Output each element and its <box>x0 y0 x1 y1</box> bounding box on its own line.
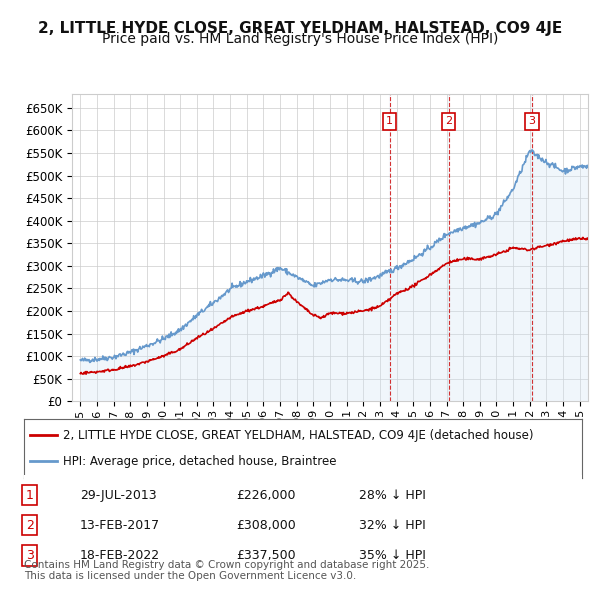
Text: 1: 1 <box>386 116 393 126</box>
Text: 2: 2 <box>445 116 452 126</box>
Text: 2, LITTLE HYDE CLOSE, GREAT YELDHAM, HALSTEAD, CO9 4JE: 2, LITTLE HYDE CLOSE, GREAT YELDHAM, HAL… <box>38 21 562 35</box>
Text: 3: 3 <box>528 116 535 126</box>
Text: 28% ↓ HPI: 28% ↓ HPI <box>359 489 425 502</box>
Text: Price paid vs. HM Land Registry's House Price Index (HPI): Price paid vs. HM Land Registry's House … <box>102 32 498 47</box>
Text: £226,000: £226,000 <box>236 489 296 502</box>
Bar <box>448 94 449 401</box>
Text: 2: 2 <box>26 519 34 532</box>
Bar <box>531 94 533 401</box>
Text: 32% ↓ HPI: 32% ↓ HPI <box>359 519 425 532</box>
Text: 35% ↓ HPI: 35% ↓ HPI <box>359 549 425 562</box>
Text: 29-JUL-2013: 29-JUL-2013 <box>80 489 157 502</box>
Text: 18-FEB-2022: 18-FEB-2022 <box>80 549 160 562</box>
Text: 2, LITTLE HYDE CLOSE, GREAT YELDHAM, HALSTEAD, CO9 4JE (detached house): 2, LITTLE HYDE CLOSE, GREAT YELDHAM, HAL… <box>63 429 533 442</box>
Bar <box>389 94 391 401</box>
Text: Contains HM Land Registry data © Crown copyright and database right 2025.
This d: Contains HM Land Registry data © Crown c… <box>24 559 430 581</box>
Text: 13-FEB-2017: 13-FEB-2017 <box>80 519 160 532</box>
Text: £308,000: £308,000 <box>236 519 296 532</box>
Text: £337,500: £337,500 <box>236 549 296 562</box>
Text: 1: 1 <box>26 489 34 502</box>
Text: HPI: Average price, detached house, Braintree: HPI: Average price, detached house, Brai… <box>63 455 337 468</box>
Text: 3: 3 <box>26 549 34 562</box>
